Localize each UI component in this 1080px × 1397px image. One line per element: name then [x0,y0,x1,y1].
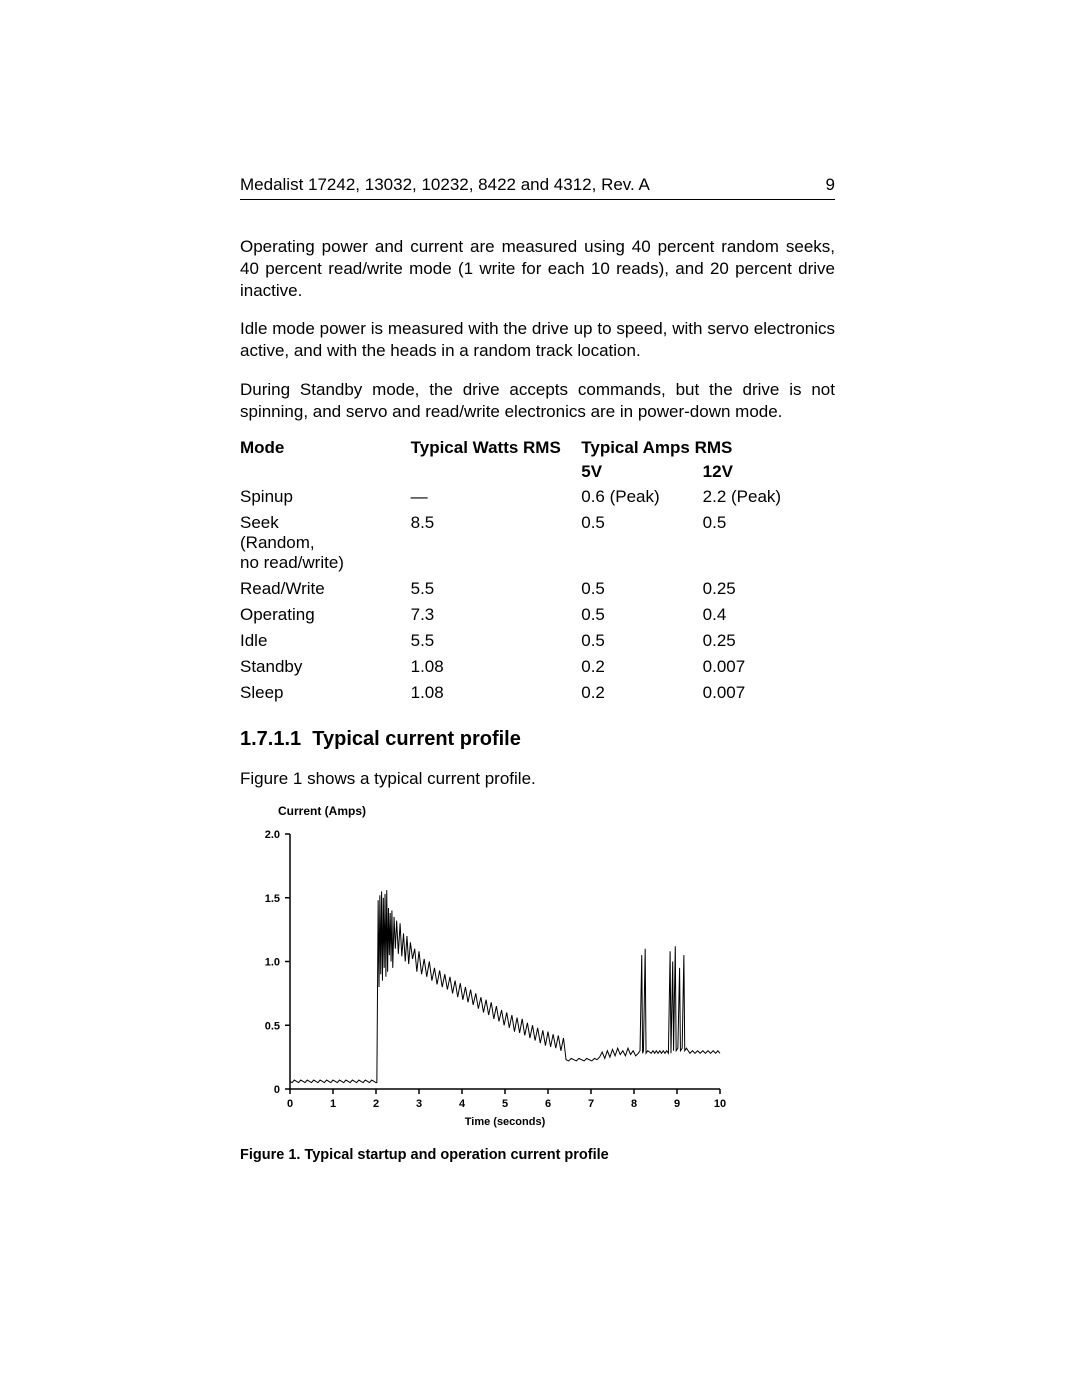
svg-text:6: 6 [545,1098,551,1110]
svg-text:9: 9 [674,1098,680,1110]
cell-mode: Sleep [240,680,411,706]
running-header: Medalist 17242, 13032, 10232, 8422 and 4… [240,175,835,200]
cell-5v: 0.5 [581,510,702,576]
cell-mode: Standby [240,654,411,680]
cell-12v: 0.5 [703,510,835,576]
cell-watts: 7.3 [411,602,582,628]
table-row: Standby1.080.20.007 [240,654,835,680]
cell-watts: 1.08 [411,654,582,680]
svg-text:0.5: 0.5 [265,1020,280,1032]
th-mode: Mode [240,436,411,484]
cell-5v: 0.6 (Peak) [581,484,702,510]
cell-5v: 0.5 [581,602,702,628]
paragraph-idle: Idle mode power is measured with the dri… [240,318,835,362]
page: Medalist 17242, 13032, 10232, 8422 and 4… [0,0,1080,1397]
table-row: Operating7.30.50.4 [240,602,835,628]
svg-text:10: 10 [714,1098,726,1110]
th-5v: 5V [581,460,702,484]
cell-12v: 0.25 [703,628,835,654]
section-number: 1.7.1.1 [240,728,301,750]
figure-wrap: Current (Amps) 0 0.5 1.0 1.5 2.0 0 1 2 3 4 5 6 7 8 9 10… [240,804,835,1163]
svg-text:Time (seconds): Time (seconds) [465,1116,546,1128]
cell-watts: 5.5 [411,628,582,654]
section-heading: 1.7.1.1 Typical current profile [240,728,835,751]
table-row: Read/Write5.50.50.25 [240,576,835,602]
header-title: Medalist 17242, 13032, 10232, 8422 and 4… [240,175,650,195]
cell-12v: 0.25 [703,576,835,602]
table-row: Spinup—0.6 (Peak)2.2 (Peak) [240,484,835,510]
cell-mode: Read/Write [240,576,411,602]
svg-text:8: 8 [631,1098,637,1110]
paragraph-standby: During Standby mode, the drive accepts c… [240,379,835,423]
svg-text:1: 1 [330,1098,336,1110]
svg-text:7: 7 [588,1098,594,1110]
table-row: Idle5.50.50.25 [240,628,835,654]
th-12v: 12V [703,460,835,484]
cell-watts: 5.5 [411,576,582,602]
cell-12v: 2.2 (Peak) [703,484,835,510]
cell-mode: Spinup [240,484,411,510]
cell-5v: 0.2 [581,680,702,706]
svg-text:5: 5 [502,1098,508,1110]
svg-text:4: 4 [459,1098,466,1110]
th-amps: Typical Amps RMS [581,436,835,460]
svg-text:1.5: 1.5 [265,893,280,905]
cell-5v: 0.5 [581,576,702,602]
cell-mode: Idle [240,628,411,654]
cell-watts: 8.5 [411,510,582,576]
section-title: Typical current profile [312,728,521,750]
current-trace [290,890,720,1083]
svg-text:1.0: 1.0 [265,957,280,969]
paragraph-operating: Operating power and current are measured… [240,236,835,301]
figure-caption: Figure 1. Typical startup and operation … [240,1147,835,1163]
th-watts: Typical Watts RMS [411,436,582,484]
cell-mode: Operating [240,602,411,628]
cell-mode: Seek (Random, no read/write) [240,510,411,576]
current-profile-chart: 0 0.5 1.0 1.5 2.0 0 1 2 3 4 5 6 7 8 9 10 Time (seconds) [240,826,730,1131]
page-number: 9 [826,175,835,195]
table-row: Seek (Random, no read/write)8.50.50.5 [240,510,835,576]
cell-12v: 0.007 [703,654,835,680]
cell-watts: — [411,484,582,510]
svg-text:0: 0 [274,1084,280,1096]
svg-text:2: 2 [373,1098,379,1110]
cell-12v: 0.007 [703,680,835,706]
svg-text:0: 0 [287,1098,293,1110]
section-intro: Figure 1 shows a typical current profile… [240,768,835,790]
cell-5v: 0.5 [581,628,702,654]
cell-watts: 1.08 [411,680,582,706]
cell-12v: 0.4 [703,602,835,628]
cell-5v: 0.2 [581,654,702,680]
y-axis-title: Current (Amps) [278,804,835,818]
power-table: Mode Typical Watts RMS Typical Amps RMS … [240,436,835,706]
table-row: Sleep1.080.20.007 [240,680,835,706]
svg-text:3: 3 [416,1098,422,1110]
svg-text:2.0: 2.0 [265,829,280,841]
